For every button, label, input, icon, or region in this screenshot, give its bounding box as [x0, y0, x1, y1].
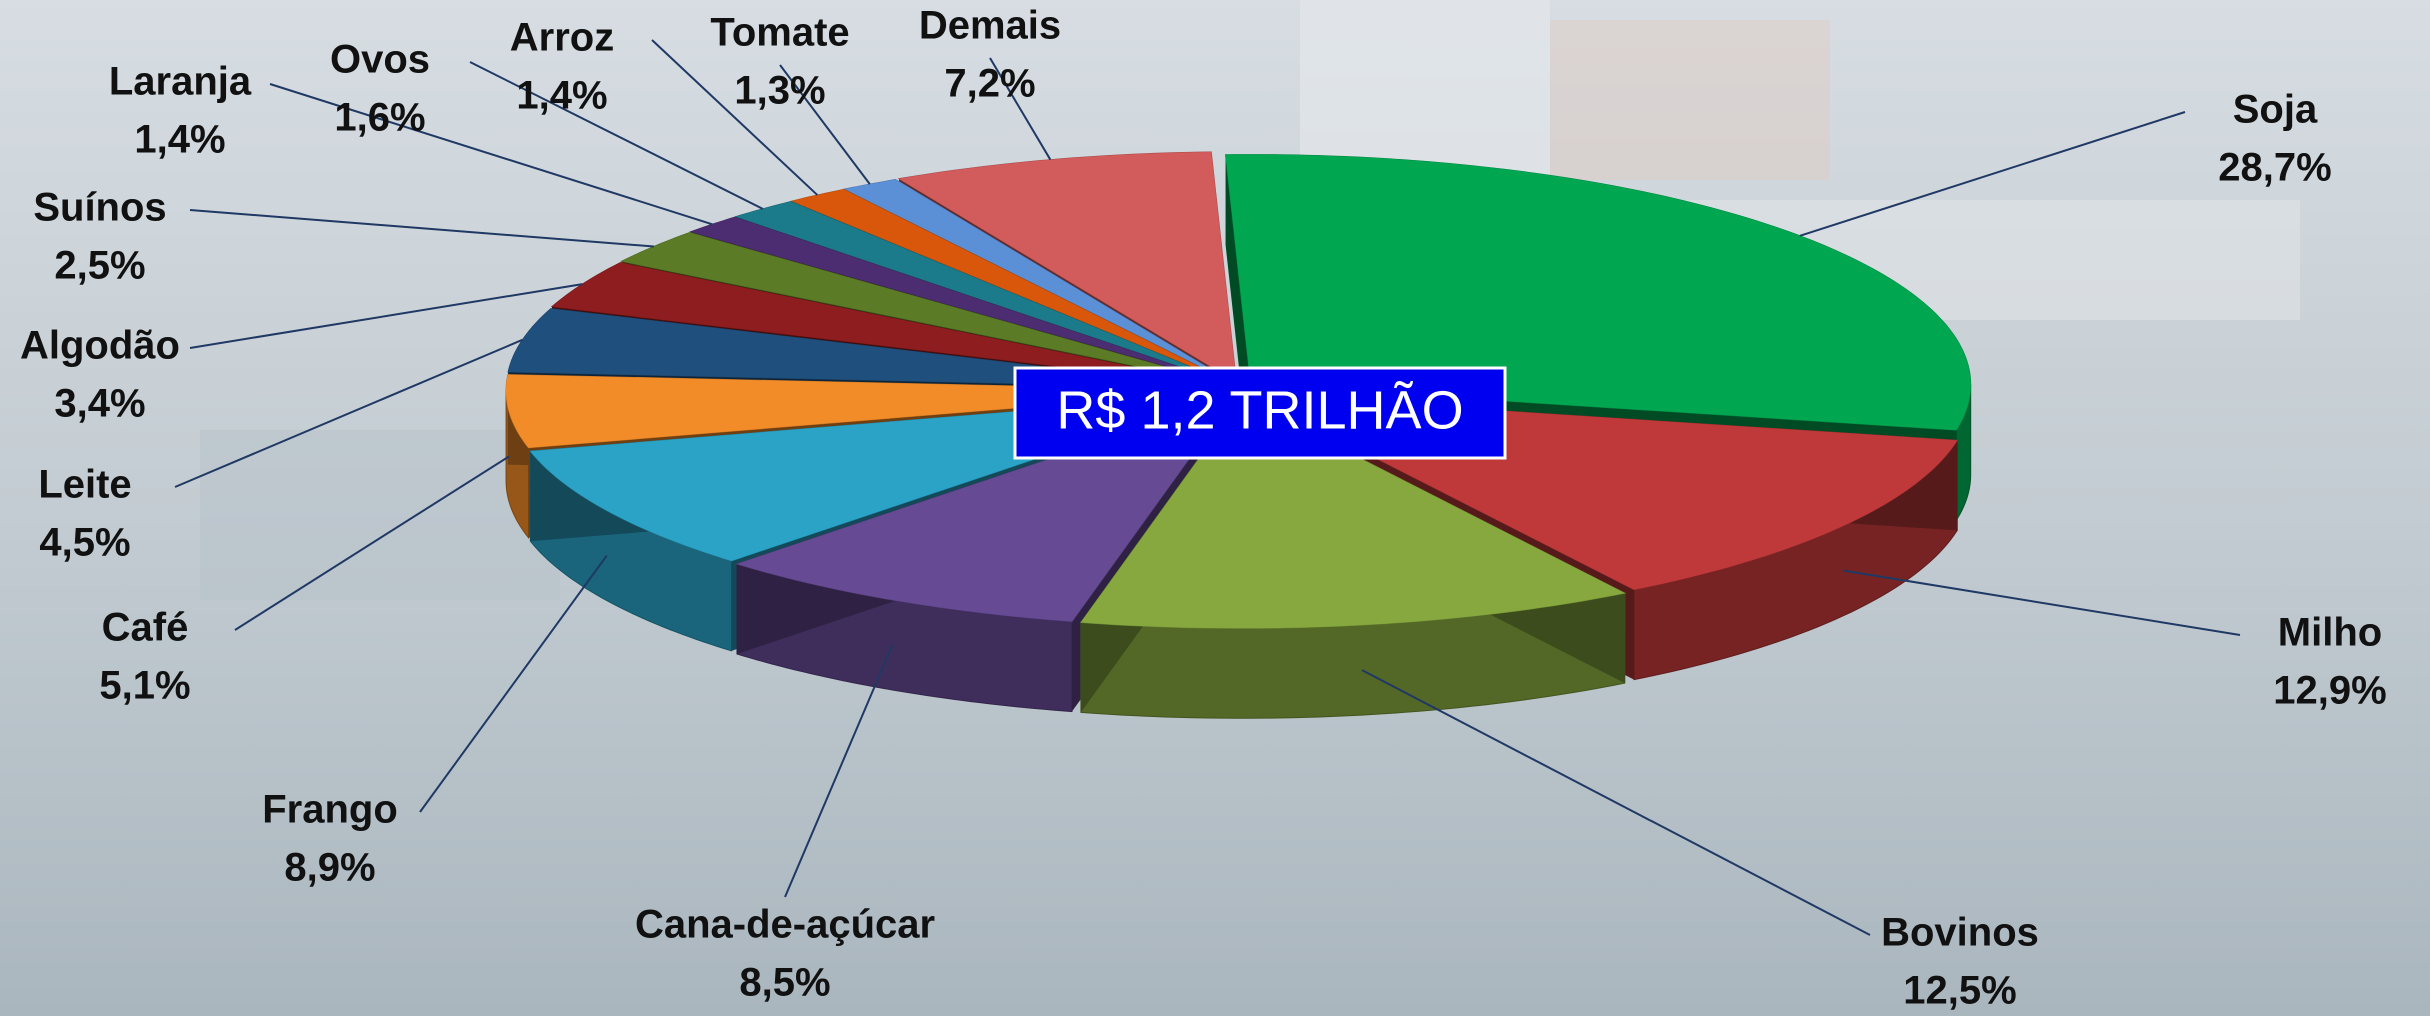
category-label: Suínos: [33, 186, 166, 230]
value-label: 2,5%: [54, 244, 145, 288]
leader-line: [1361, 669, 1871, 936]
category-label: Algodão: [20, 324, 180, 368]
category-label: Frango: [262, 788, 398, 832]
category-label: Demais: [919, 4, 1061, 48]
leader-line: [269, 83, 713, 226]
leader-line: [779, 64, 871, 185]
value-label: 12,5%: [1903, 969, 2016, 1013]
category-label: Milho: [2278, 611, 2382, 655]
center-label-box: [1013, 366, 1507, 460]
value-label: 3,4%: [54, 382, 145, 426]
leader-line: [469, 61, 764, 210]
leader-line: [651, 39, 819, 196]
value-label: 1,4%: [516, 74, 607, 118]
leader-line: [989, 57, 1052, 161]
value-label: 8,5%: [739, 961, 830, 1005]
leader-line: [234, 455, 510, 631]
category-label: Laranja: [109, 60, 252, 104]
category-label: Leite: [38, 463, 131, 507]
value-label: 1,3%: [734, 69, 825, 113]
value-label: 8,9%: [284, 846, 375, 890]
slice-top-overlay: [1225, 154, 1971, 431]
category-label: Ovos: [330, 38, 430, 82]
value-label: 1,4%: [134, 118, 225, 162]
category-label: Bovinos: [1881, 911, 2039, 955]
leader-line: [189, 283, 583, 349]
center-label: R$ 1,2 TRILHÃO: [1056, 380, 1463, 440]
value-label: 5,1%: [99, 664, 190, 708]
value-label: 12,9%: [2273, 669, 2386, 713]
leader-line: [174, 338, 523, 488]
leader-line: [1799, 111, 2186, 237]
leader-line: [189, 209, 654, 248]
value-label: 1,6%: [334, 96, 425, 140]
leader-line: [1843, 569, 2241, 636]
leader-line: [784, 644, 894, 898]
category-label: Soja: [2233, 88, 2318, 132]
slice-top-overlay: [844, 179, 1233, 383]
value-label: 4,5%: [39, 521, 130, 565]
category-label: Cana-de-açúcar: [635, 903, 935, 947]
slice-top-overlay: [690, 217, 1230, 385]
labels: Soja 28,7% Milho 12,9% Bovinos 12,5% Cana-de-a…: [20, 4, 2387, 1013]
background-building: [1550, 20, 1830, 180]
slice-top-overlay: [621, 232, 1229, 385]
background-ship: [200, 430, 560, 600]
value-label: 28,7%: [2218, 146, 2331, 190]
slice-top-overlay: [898, 152, 1237, 382]
category-label: Café: [102, 606, 189, 650]
slice-top-overlay: [735, 201, 1231, 384]
leader-line: [419, 554, 608, 813]
slice-top-overlay: [791, 189, 1232, 384]
category-label: Tomate: [710, 11, 849, 55]
slice-top-overlay: [551, 262, 1228, 387]
value-label: 7,2%: [944, 62, 1035, 106]
category-label: Arroz: [510, 16, 614, 60]
